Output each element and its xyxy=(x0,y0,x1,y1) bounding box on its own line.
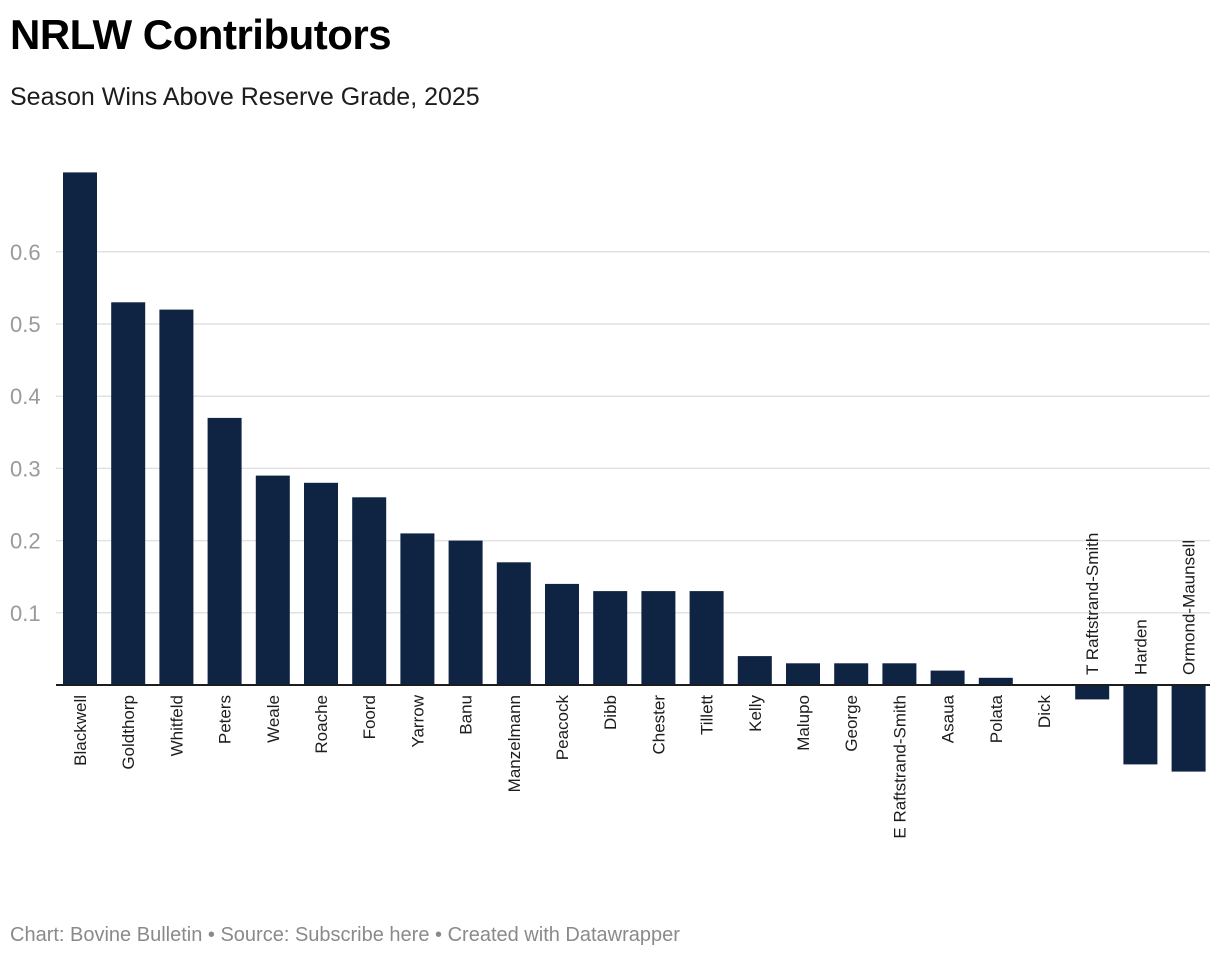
category-label: Harden xyxy=(1131,619,1150,675)
bar-banu[interactable] xyxy=(448,540,483,685)
bar-kelly[interactable] xyxy=(737,656,772,685)
y-tick-label: 0.4 xyxy=(10,384,41,409)
bar-harden[interactable] xyxy=(1123,685,1158,765)
category-label: Peters xyxy=(216,695,235,744)
chart-credit: Chart: Bovine Bulletin xyxy=(10,924,203,946)
bar-foord[interactable] xyxy=(352,497,387,685)
bar-ormond-maunsell[interactable] xyxy=(1171,685,1206,772)
category-label: Asaua xyxy=(939,694,958,743)
source-link[interactable]: Subscribe here xyxy=(294,924,430,946)
bar-asaua[interactable] xyxy=(930,670,965,685)
category-label: T Raftstrand-Smith xyxy=(1083,533,1102,675)
category-label: Peacock xyxy=(553,695,572,761)
footer-separator: • xyxy=(202,924,221,946)
bar-goldthorp[interactable] xyxy=(111,302,146,685)
bar-george[interactable] xyxy=(834,663,869,685)
category-label: Ormond-Maunsell xyxy=(1180,540,1199,675)
bar-yarrow[interactable] xyxy=(400,533,435,685)
y-tick-label: 0.6 xyxy=(10,240,41,265)
bar-blackwell[interactable] xyxy=(63,172,97,685)
bar-chester[interactable] xyxy=(641,591,676,685)
category-label: George xyxy=(842,695,861,752)
y-tick-label: 0.2 xyxy=(10,529,41,554)
category-labels: Blackwell Goldthorp Whitfeld Peters Weale Roa… xyxy=(71,533,1199,839)
y-tick-label: 0.5 xyxy=(10,312,41,337)
category-label: Goldthorp xyxy=(119,695,138,770)
chart-subtitle: Season Wins Above Reserve Grade, 2025 xyxy=(10,83,480,111)
bar-manzelmann[interactable] xyxy=(496,562,531,685)
bar-t-raftstrand-smith[interactable] xyxy=(1075,685,1110,700)
category-label: Whitfeld xyxy=(167,695,186,756)
bar-roache[interactable] xyxy=(304,482,338,685)
bar-peacock[interactable] xyxy=(545,583,579,685)
chart-title: NRLW Contributors xyxy=(10,11,392,58)
category-label: Dibb xyxy=(601,695,620,730)
category-label: Malupo xyxy=(794,695,813,751)
footer-separator: • xyxy=(429,924,448,946)
y-tick-label: 0.3 xyxy=(10,456,41,481)
bars xyxy=(63,172,1206,772)
bar-chart: 0.1 0.2 0.3 0.4 0.5 0.6 Blackwell Goldthorp Whi… xyxy=(10,172,1210,839)
axes: 0.1 0.2 0.3 0.4 0.5 0.6 xyxy=(10,240,1210,686)
category-label: Weale xyxy=(264,695,283,743)
category-label: Kelly xyxy=(746,695,765,732)
bar-tillett[interactable] xyxy=(689,591,724,685)
category-label: Blackwell xyxy=(71,695,90,766)
category-label: E Raftstrand-Smith xyxy=(890,695,909,839)
bar-peters[interactable] xyxy=(207,417,242,685)
bar-polata[interactable] xyxy=(978,677,1013,685)
category-label: Tillett xyxy=(698,695,717,735)
bar-e-raftstrand-smith[interactable] xyxy=(882,663,917,685)
y-tick-label: 0.1 xyxy=(10,601,41,626)
category-label: Dick xyxy=(1035,695,1054,729)
category-label: Banu xyxy=(457,695,476,735)
category-label: Manzelmann xyxy=(505,695,524,792)
category-label: Foord xyxy=(360,695,379,739)
grid-lines xyxy=(56,251,1210,614)
bar-malupo[interactable] xyxy=(786,663,820,685)
created-with-link[interactable]: Created with Datawrapper xyxy=(447,924,680,946)
category-label: Yarrow xyxy=(408,694,427,747)
bar-dibb[interactable] xyxy=(593,591,628,685)
category-label: Chester xyxy=(649,695,668,755)
category-label: Polata xyxy=(987,694,1006,743)
category-label: Roache xyxy=(312,695,331,754)
source-label: Source: xyxy=(220,924,295,946)
bar-weale[interactable] xyxy=(255,475,290,685)
bar-whitfeld[interactable] xyxy=(159,309,194,685)
chart-footer: Chart: Bovine Bulletin • Source: Subscri… xyxy=(10,921,680,949)
